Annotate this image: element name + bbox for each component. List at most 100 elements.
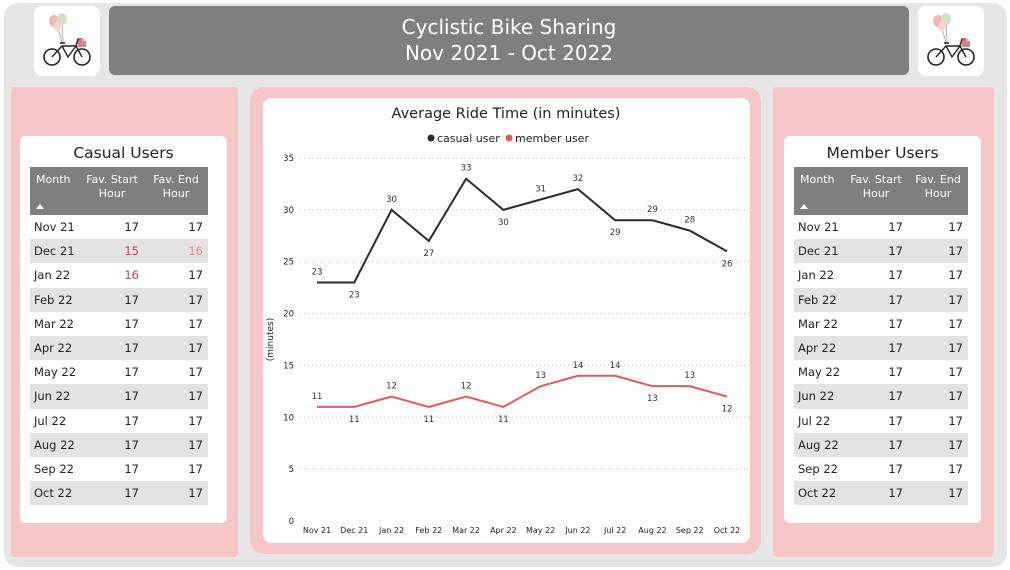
cell-fav-start-hour: 17 bbox=[844, 456, 908, 482]
legend-label-member-user[interactable]: member user bbox=[515, 132, 589, 145]
cell-fav-end-hour: 17 bbox=[144, 335, 208, 361]
sort-ascending-icon[interactable] bbox=[36, 204, 44, 209]
page-title: Cyclistic Bike Sharing bbox=[401, 15, 617, 39]
bicycle-logo-left bbox=[34, 6, 100, 76]
cell-fav-start-hour: 17 bbox=[80, 408, 144, 433]
data-label: 13 bbox=[647, 394, 658, 404]
data-label: 14 bbox=[572, 361, 583, 371]
cell-fav-end-hour: 17 bbox=[908, 335, 968, 361]
column-header-fav-start-hour[interactable]: Fav. Start Hour bbox=[80, 167, 144, 215]
x-tick-label: Jul 22 bbox=[603, 526, 626, 535]
y-tick-label: 10 bbox=[283, 413, 294, 423]
bicycle-with-balloons-icon bbox=[927, 13, 975, 66]
table-row: Aug 22 17 17 bbox=[794, 432, 968, 457]
cell-month: Aug 22 bbox=[30, 432, 80, 457]
x-tick-label: Nov 21 bbox=[303, 526, 331, 535]
cell-fav-end-hour: 17 bbox=[908, 239, 968, 264]
chart-legend[interactable]: casual user member user bbox=[427, 132, 590, 145]
casual-users-table: Month Fav. Start Hour Fav. End Hour Nov … bbox=[30, 167, 208, 506]
y-tick-label: 35 bbox=[283, 154, 294, 164]
cell-month: Aug 22 bbox=[794, 432, 844, 457]
chart-title: Average Ride Time (in minutes) bbox=[392, 106, 621, 122]
data-label: 33 bbox=[461, 164, 472, 174]
cell-fav-start-hour: 15 bbox=[80, 239, 144, 264]
cell-fav-start-hour: 17 bbox=[80, 456, 144, 482]
data-label: 30 bbox=[498, 218, 509, 228]
data-label: 13 bbox=[535, 371, 546, 381]
member-users-title: Member Users bbox=[826, 144, 939, 162]
x-tick-label: Jun 22 bbox=[564, 526, 590, 535]
column-header-fav-end-hour[interactable]: Fav. End Hour bbox=[144, 167, 208, 215]
table-row: Feb 22 17 17 bbox=[30, 287, 208, 312]
series-line-member-user[interactable] bbox=[317, 374, 728, 408]
data-label: 11 bbox=[312, 392, 323, 402]
chart-card: Average Ride Time (in minutes) casual us… bbox=[263, 98, 750, 543]
cell-fav-end-hour: 17 bbox=[908, 215, 968, 240]
cell-month: Sep 22 bbox=[30, 456, 80, 482]
cell-fav-end-hour: 17 bbox=[144, 311, 208, 336]
sort-ascending-icon[interactable] bbox=[800, 204, 808, 209]
table-row: Jan 22 17 17 bbox=[794, 263, 968, 288]
cell-month: Jan 22 bbox=[794, 263, 844, 288]
table-row: Mar 22 17 17 bbox=[30, 311, 208, 336]
cell-fav-end-hour: 17 bbox=[144, 408, 208, 433]
cell-fav-end-hour: 17 bbox=[908, 481, 968, 506]
cell-fav-end-hour: 17 bbox=[144, 456, 208, 482]
cell-fav-start-hour: 17 bbox=[844, 384, 908, 409]
cell-month: Oct 22 bbox=[794, 481, 844, 506]
column-header-month[interactable]: Month bbox=[794, 167, 844, 215]
table-row: Apr 22 17 17 bbox=[30, 335, 208, 361]
cell-month: Feb 22 bbox=[30, 287, 80, 312]
legend-marker bbox=[427, 134, 435, 142]
legend-label-casual-user[interactable]: casual user bbox=[437, 132, 500, 145]
data-label: 26 bbox=[722, 259, 733, 269]
cell-month: Jun 22 bbox=[30, 384, 80, 409]
cell-fav-start-hour: 17 bbox=[844, 360, 908, 385]
cell-fav-end-hour: 17 bbox=[908, 432, 968, 457]
column-header-fav-start-hour[interactable]: Fav. Start Hour bbox=[844, 167, 908, 215]
casual-users-title: Casual Users bbox=[73, 144, 174, 162]
cell-month: Apr 22 bbox=[30, 335, 80, 361]
y-tick-label: 0 bbox=[289, 517, 294, 527]
cell-month: Apr 22 bbox=[794, 335, 844, 361]
table-row: Apr 22 17 17 bbox=[794, 335, 968, 361]
data-label: 31 bbox=[535, 184, 546, 194]
column-header-month[interactable]: Month bbox=[30, 167, 80, 215]
cell-fav-start-hour: 17 bbox=[80, 215, 144, 240]
cell-fav-end-hour: 17 bbox=[144, 481, 208, 506]
bicycle-with-balloons-icon bbox=[43, 13, 91, 66]
table-row: Jun 22 17 17 bbox=[30, 384, 208, 409]
table-row: May 22 17 17 bbox=[30, 360, 208, 385]
x-tick-label: Sep 22 bbox=[676, 526, 704, 535]
cell-fav-end-hour: 17 bbox=[144, 215, 208, 240]
y-axis-label: (minutes) bbox=[266, 318, 276, 361]
series-line-casual-user[interactable] bbox=[317, 177, 728, 284]
title-banner: Cyclistic Bike Sharing Nov 2021 - Oct 20… bbox=[109, 6, 909, 75]
date-range-subtitle: Nov 2021 - Oct 2022 bbox=[404, 41, 614, 65]
cell-fav-start-hour: 17 bbox=[844, 335, 908, 361]
column-header-fav-end-hour[interactable]: Fav. End Hour bbox=[908, 167, 968, 215]
cell-fav-end-hour: 17 bbox=[908, 360, 968, 385]
data-label: 29 bbox=[647, 205, 658, 215]
x-tick-label: Mar 22 bbox=[452, 526, 480, 535]
table-row: Jan 22 16 17 bbox=[30, 263, 208, 288]
x-tick-label: Aug 22 bbox=[638, 526, 666, 535]
data-label: 27 bbox=[423, 249, 434, 259]
table-row: Jun 22 17 17 bbox=[794, 384, 968, 409]
x-tick-label: Apr 22 bbox=[490, 526, 517, 535]
cell-fav-start-hour: 16 bbox=[80, 263, 144, 288]
table-row: Mar 22 17 17 bbox=[794, 311, 968, 336]
data-label: 29 bbox=[610, 228, 621, 238]
cell-month: May 22 bbox=[794, 360, 844, 385]
cell-fav-start-hour: 17 bbox=[844, 239, 908, 264]
cell-fav-end-hour: 17 bbox=[908, 263, 968, 288]
x-tick-label: Jan 22 bbox=[378, 526, 404, 535]
member-users-table: Month Fav. Start Hour Fav. End Hour Nov … bbox=[794, 167, 968, 506]
cell-fav-end-hour: 17 bbox=[144, 263, 208, 288]
cell-month: Sep 22 bbox=[794, 456, 844, 482]
cell-month: Dec 21 bbox=[794, 239, 844, 264]
cell-fav-end-hour: 17 bbox=[908, 456, 968, 482]
table-row: Aug 22 17 17 bbox=[30, 432, 208, 457]
y-tick-label: 30 bbox=[283, 206, 294, 216]
cell-fav-start-hour: 17 bbox=[844, 311, 908, 336]
